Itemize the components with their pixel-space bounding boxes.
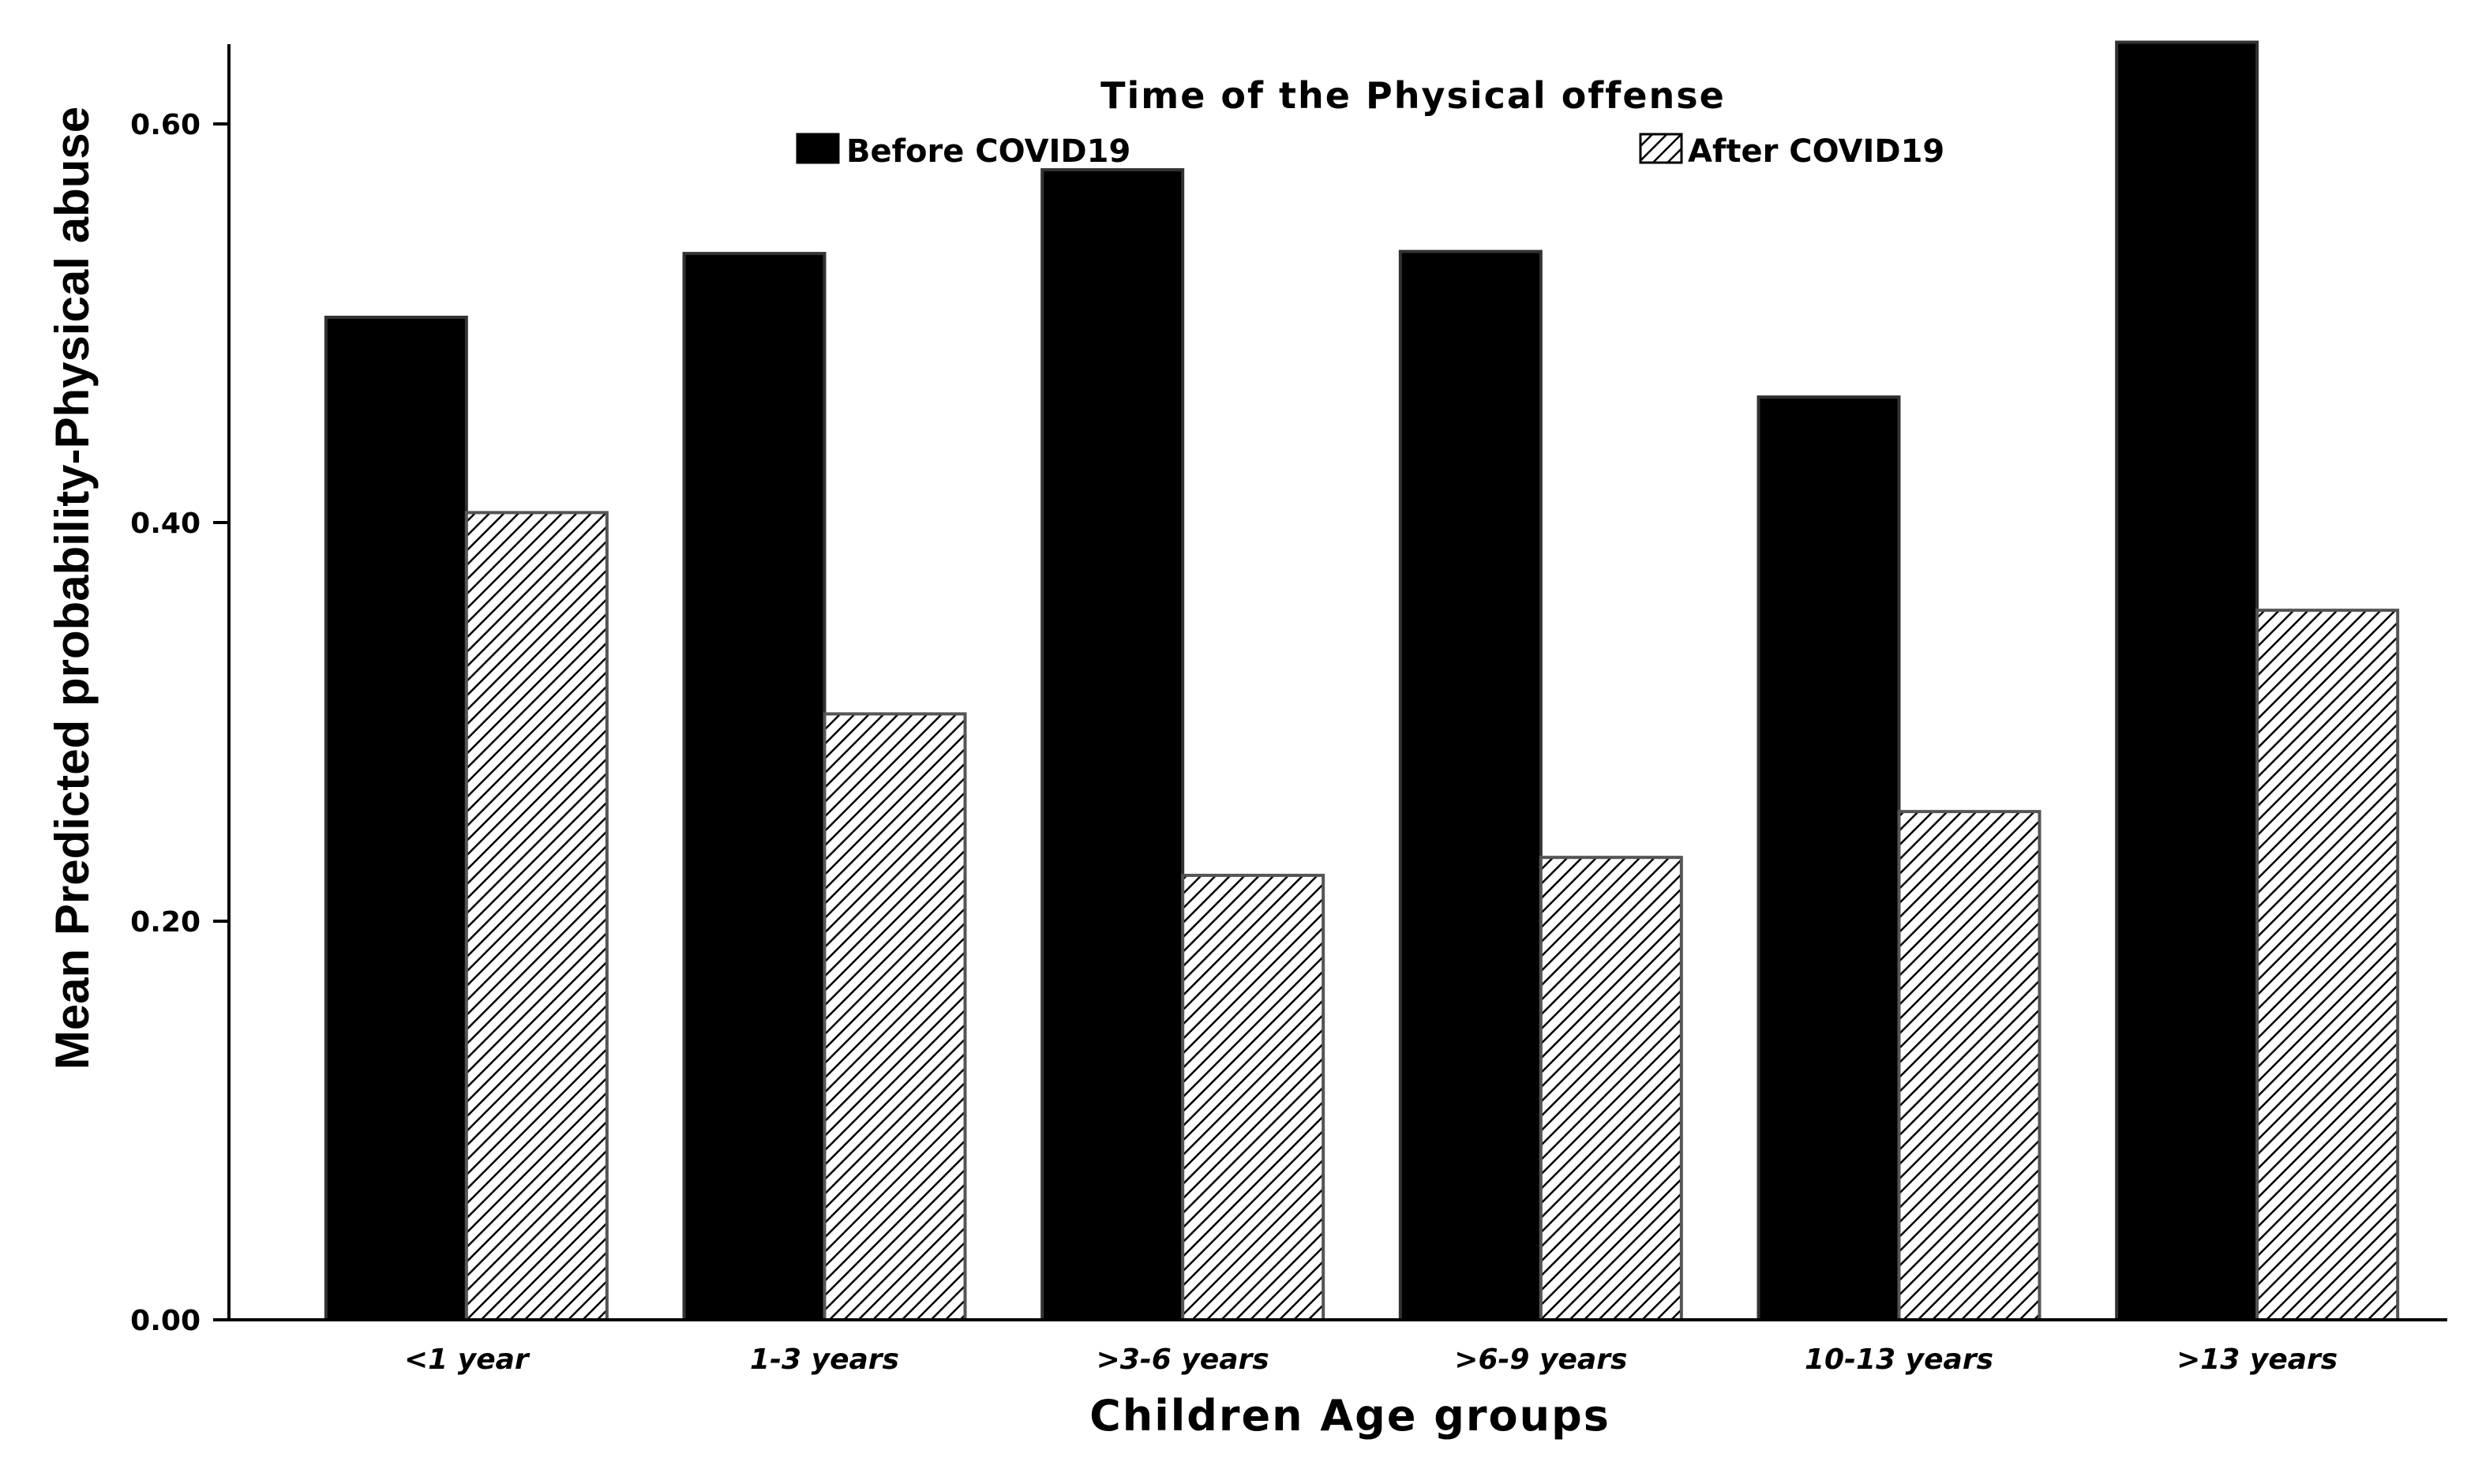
bar-after-covid19: [2255, 609, 2400, 1321]
x-tick-label: 1-3 years: [750, 1343, 899, 1376]
y-tick-label: 0.60: [130, 109, 201, 141]
x-ticks: <1 year 1-3 years >3-6 years >6-9 years 10-1…: [404, 1343, 2338, 1376]
x-tick-label: >13 years: [2176, 1343, 2338, 1376]
bar-before-covid19: [1398, 249, 1543, 1322]
bar-after-covid19: [1897, 810, 2041, 1321]
bar-before-covid19: [2115, 40, 2259, 1322]
x-tick-label: 10-13 years: [1805, 1343, 1993, 1376]
y-tick-label: 0.20: [130, 906, 201, 939]
x-tick-label: <1 year: [404, 1343, 531, 1376]
bar-before-covid19: [1040, 168, 1185, 1322]
bar-after-covid19: [464, 511, 609, 1321]
legend-title: Time of the Physical offense: [1100, 74, 1726, 117]
bar-before-covid19: [324, 315, 468, 1321]
bar-before-covid19: [1757, 395, 1901, 1321]
y-ticks: 0.00 0.20 0.40 0.60: [130, 109, 229, 1337]
bars-layer: [324, 40, 2400, 1322]
legend-swatch-after: [1639, 133, 1683, 164]
legend-label-before: Before COVID19: [846, 133, 1130, 170]
y-axis-label: Mean Predicted probability-Physical abus…: [46, 107, 99, 1070]
y-tick-label: 0.00: [130, 1305, 201, 1337]
x-axis-label: Children Age groups: [1089, 1391, 1610, 1441]
x-tick-label: >6-9 years: [1454, 1343, 1627, 1376]
bar-before-covid19: [682, 252, 827, 1321]
y-tick-label: 0.40: [130, 508, 201, 540]
bar-after-covid19: [1181, 873, 1325, 1322]
bar-after-covid19: [1539, 856, 1683, 1321]
bar-after-covid19: [823, 712, 967, 1321]
x-tick-label: >3-6 years: [1097, 1343, 1269, 1376]
legend: Time of the Physical offense Before COVI…: [796, 74, 1944, 170]
legend-swatch-before: [796, 133, 840, 164]
legend-label-after: After COVID19: [1688, 133, 1944, 170]
